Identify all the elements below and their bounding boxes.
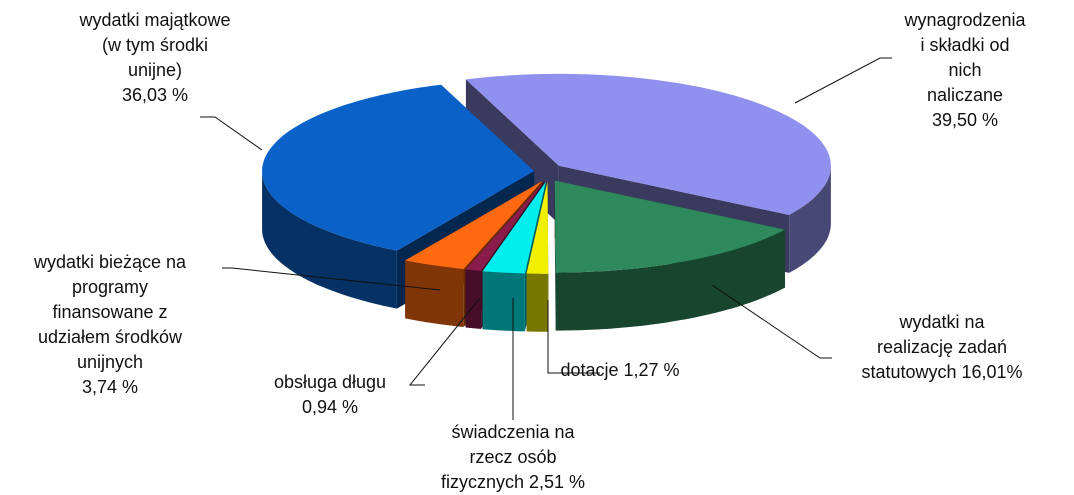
slice-label: wynagrodzenia i składki od nich naliczan…: [904, 8, 1025, 133]
category-label: świadczenia na rzecz osób fizycznych: [440, 422, 575, 492]
slice-edge: [482, 271, 525, 332]
value-label: 36,03 %: [121, 85, 189, 105]
leader-line: [794, 57, 892, 104]
category-label: dotacje: [560, 360, 619, 380]
category-label: obsługa długu: [273, 372, 387, 392]
value-label: 1,27 %: [623, 360, 680, 380]
category-label: wydatki majątkowe (w tym środki unijne): [79, 10, 231, 80]
value-label: 3,74 %: [81, 377, 139, 397]
slice: [262, 84, 535, 251]
leader-line: [547, 300, 600, 374]
slice: [526, 181, 549, 274]
value-label: 39,50 %: [931, 110, 999, 130]
leader-line: [222, 267, 441, 291]
leader-line: [711, 284, 832, 359]
slice: [465, 73, 831, 215]
value-label: 0,94 %: [301, 397, 359, 417]
slice: [482, 181, 546, 274]
value-label: 2,51 %: [528, 472, 586, 492]
slice-label: wydatki na realizację zadań statutowych 1…: [861, 310, 1022, 385]
category-label: wydatki bieżące na programy finansowane …: [33, 252, 187, 372]
value-label: 16,01%: [961, 362, 1023, 382]
leader-line: [408, 297, 481, 386]
slice-label: wydatki bieżące na programy finansowane …: [34, 250, 186, 400]
slice: [405, 181, 543, 269]
slice-edge: [555, 229, 785, 331]
slice-edge: [405, 260, 464, 327]
slice: [465, 181, 545, 271]
category-label: wynagrodzenia i składki od nich naliczan…: [904, 10, 1026, 105]
slice: [554, 180, 785, 273]
slice-edge: [262, 171, 397, 309]
category-label: wydatki na realizację zadań statutowych: [861, 312, 1008, 382]
slice-label: wydatki majątkowe (w tym środki unijne) 3…: [79, 8, 230, 108]
leader-line: [200, 116, 263, 151]
slice-edge: [789, 165, 831, 273]
slice-label: świadczenia na rzecz osób fizycznych 2,51…: [441, 420, 585, 495]
slice-label: obsługa długu 0,94 %: [274, 370, 386, 420]
slice-side: [554, 180, 556, 331]
slice-edge: [526, 273, 549, 332]
slice-edge: [465, 269, 482, 329]
slice-label: dotacje 1,27 %: [560, 358, 679, 383]
